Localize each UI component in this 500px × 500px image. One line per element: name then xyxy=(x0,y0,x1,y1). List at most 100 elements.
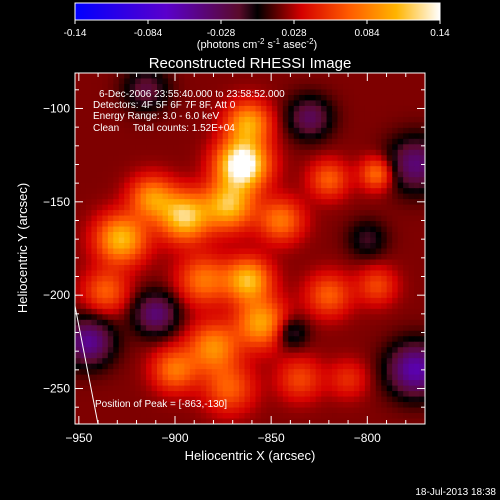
heatmap-cell xyxy=(217,341,224,348)
heatmap-cell xyxy=(118,248,125,255)
heatmap-cell xyxy=(195,297,202,304)
heatmap-cell xyxy=(403,286,410,293)
heatmap-cell xyxy=(381,407,388,414)
heatmap-cell xyxy=(151,259,158,266)
heatmap-cell xyxy=(288,275,295,282)
heatmap-cell xyxy=(233,264,240,272)
heatmap-cell xyxy=(293,89,300,96)
heatmap-cell xyxy=(408,188,415,195)
heatmap-cell xyxy=(326,210,333,217)
heatmap-cell xyxy=(206,111,213,118)
heatmap-cell xyxy=(392,188,399,195)
heatmap-cell xyxy=(189,116,196,123)
heatmap-cell xyxy=(244,396,251,403)
heatmap-cell xyxy=(107,243,114,250)
heatmap-cell xyxy=(124,127,131,134)
heatmap-cell xyxy=(342,380,350,387)
heatmap-cell xyxy=(326,292,333,299)
heatmap-cell xyxy=(310,94,317,102)
heatmap-cell xyxy=(299,232,306,239)
heatmap-cell xyxy=(211,314,218,321)
heatmap-cell xyxy=(266,237,273,244)
heatmap-cell xyxy=(146,336,153,343)
heatmap-cell xyxy=(217,215,224,222)
heatmap-cell xyxy=(266,281,273,288)
heatmap-cell xyxy=(217,396,224,403)
heatmap-cell xyxy=(348,177,355,184)
heatmap-cell xyxy=(419,166,425,173)
heatmap-cell xyxy=(184,177,191,184)
heatmap-cell xyxy=(337,210,344,217)
heatmap-cell xyxy=(228,127,235,134)
heatmap-cell xyxy=(386,73,393,80)
heatmap-cell xyxy=(239,160,246,167)
heatmap-cell xyxy=(337,226,344,233)
heatmap-cell xyxy=(200,308,207,315)
heatmap-cell xyxy=(266,286,273,293)
heatmap-cell xyxy=(151,105,158,112)
heatmap-cell xyxy=(113,144,120,151)
heatmap-cell xyxy=(364,111,371,118)
heatmap-cell xyxy=(419,336,425,343)
heatmap-cell xyxy=(233,193,240,200)
heatmap-cell xyxy=(408,237,415,244)
heatmap-cell xyxy=(118,286,125,293)
heatmap-cell xyxy=(266,166,273,173)
heatmap-cell xyxy=(386,380,393,387)
heatmap-cell xyxy=(397,149,404,156)
heatmap-cell xyxy=(381,418,388,424)
heatmap-cell xyxy=(250,308,257,315)
heatmap-cell xyxy=(75,133,82,140)
heatmap-cell xyxy=(375,286,382,293)
heatmap-cell xyxy=(408,402,415,409)
heatmap-cell xyxy=(353,116,360,123)
heatmap-cell xyxy=(91,292,98,299)
heatmap-cell xyxy=(140,155,147,162)
heatmap-cell xyxy=(75,253,82,261)
heatmap-cell xyxy=(228,391,235,398)
heatmap-cell xyxy=(414,177,421,184)
heatmap-cell xyxy=(419,155,425,162)
heatmap-cell xyxy=(419,83,425,91)
heatmap-cell xyxy=(359,215,366,222)
heatmap-cell xyxy=(332,116,339,123)
heatmap-cell xyxy=(304,303,311,310)
heatmap-cell xyxy=(140,188,147,195)
heatmap-cell xyxy=(342,160,350,167)
heatmap-cell xyxy=(250,193,257,200)
heatmap-cell xyxy=(392,330,399,337)
heatmap-cell xyxy=(337,177,344,184)
heatmap-cell xyxy=(151,116,158,123)
heatmap-cell xyxy=(277,253,284,261)
heatmap-cell xyxy=(85,138,93,145)
colorbar-tick-label: 0.14 xyxy=(430,28,450,39)
heatmap-cell xyxy=(348,297,355,304)
heatmap-cell xyxy=(157,402,164,409)
heatmap-cell xyxy=(266,111,273,118)
heatmap-cell xyxy=(282,341,289,348)
heatmap-cell xyxy=(408,160,415,167)
heatmap-cell xyxy=(140,358,147,365)
heatmap-cell xyxy=(370,226,377,233)
heatmap-cell xyxy=(260,232,268,239)
heatmap-cell xyxy=(222,336,229,343)
heatmap-cell xyxy=(96,297,103,304)
heatmap-cell xyxy=(419,94,425,102)
heatmap-cell xyxy=(277,352,284,359)
heatmap-cell xyxy=(118,402,125,409)
heatmap-cell xyxy=(157,292,164,299)
heatmap-cell xyxy=(80,204,87,211)
heatmap-cell xyxy=(184,358,191,365)
heatmap-cell xyxy=(244,380,251,387)
heatmap-cell xyxy=(96,100,103,107)
heatmap-cell xyxy=(321,270,328,277)
heatmap-cell xyxy=(200,100,207,107)
heatmap-cell xyxy=(381,138,388,145)
heatmap-cell xyxy=(217,127,224,134)
heatmap-cell xyxy=(91,264,98,272)
heatmap-cell xyxy=(392,380,399,387)
heatmap-cell xyxy=(359,138,366,145)
heatmap-cell xyxy=(266,352,273,359)
colorbar-tick-label: -0.028 xyxy=(207,28,236,39)
heatmap-cell xyxy=(113,138,120,145)
